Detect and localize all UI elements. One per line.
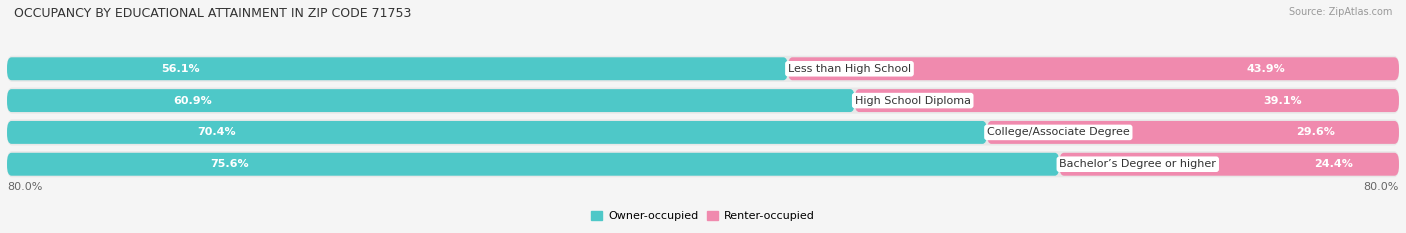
Text: 24.4%: 24.4%: [1315, 159, 1353, 169]
FancyBboxPatch shape: [7, 153, 1059, 176]
Text: Source: ZipAtlas.com: Source: ZipAtlas.com: [1288, 7, 1392, 17]
Text: College/Associate Degree: College/Associate Degree: [987, 127, 1129, 137]
FancyBboxPatch shape: [7, 119, 1399, 145]
Legend: Owner-occupied, Renter-occupied: Owner-occupied, Renter-occupied: [586, 207, 820, 226]
FancyBboxPatch shape: [7, 56, 1399, 82]
FancyBboxPatch shape: [7, 121, 987, 144]
FancyBboxPatch shape: [1059, 153, 1399, 176]
FancyBboxPatch shape: [7, 88, 1399, 114]
FancyBboxPatch shape: [7, 57, 787, 80]
Text: 43.9%: 43.9%: [1246, 64, 1285, 74]
FancyBboxPatch shape: [7, 89, 855, 112]
Text: 39.1%: 39.1%: [1263, 96, 1302, 106]
FancyBboxPatch shape: [855, 89, 1399, 112]
Text: 80.0%: 80.0%: [1364, 182, 1399, 192]
Text: 80.0%: 80.0%: [7, 182, 42, 192]
FancyBboxPatch shape: [787, 57, 1399, 80]
FancyBboxPatch shape: [987, 121, 1399, 144]
Text: 60.9%: 60.9%: [173, 96, 212, 106]
Text: 70.4%: 70.4%: [197, 127, 236, 137]
Text: 29.6%: 29.6%: [1296, 127, 1334, 137]
Text: 75.6%: 75.6%: [211, 159, 249, 169]
Text: Less than High School: Less than High School: [787, 64, 911, 74]
Text: Bachelor’s Degree or higher: Bachelor’s Degree or higher: [1059, 159, 1216, 169]
Text: High School Diploma: High School Diploma: [855, 96, 970, 106]
Text: 56.1%: 56.1%: [162, 64, 200, 74]
FancyBboxPatch shape: [7, 151, 1399, 177]
Text: OCCUPANCY BY EDUCATIONAL ATTAINMENT IN ZIP CODE 71753: OCCUPANCY BY EDUCATIONAL ATTAINMENT IN Z…: [14, 7, 412, 20]
